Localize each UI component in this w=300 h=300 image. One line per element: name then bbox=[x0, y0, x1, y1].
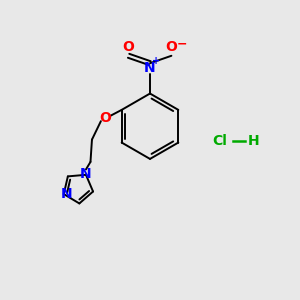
Text: Cl: Cl bbox=[212, 134, 227, 148]
Text: O: O bbox=[99, 111, 111, 125]
Text: O: O bbox=[123, 40, 134, 55]
Text: N: N bbox=[60, 187, 72, 201]
Text: −: − bbox=[177, 38, 187, 51]
Text: N: N bbox=[144, 61, 156, 75]
Text: O: O bbox=[166, 40, 177, 55]
Text: +: + bbox=[152, 56, 160, 66]
Text: H: H bbox=[248, 134, 260, 148]
Text: N: N bbox=[80, 167, 92, 181]
